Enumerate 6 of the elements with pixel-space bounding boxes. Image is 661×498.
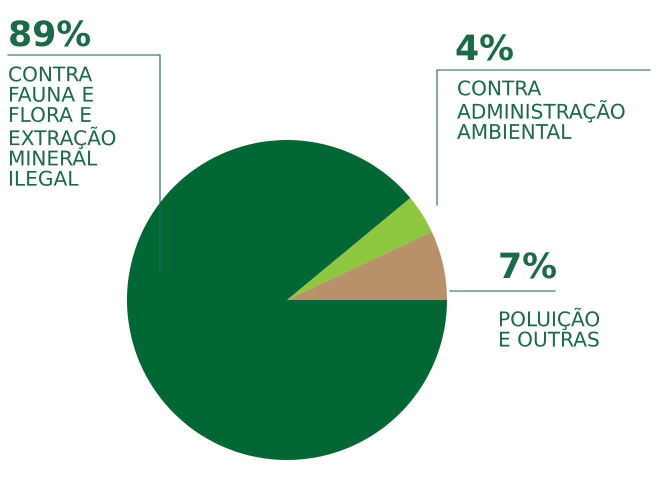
slice-label: POLUIÇÃO E OUTRAS (500, 308, 600, 347)
data-label: 4% (456, 34, 513, 60)
data-label: 89% (10, 20, 90, 46)
data-label: 7% (500, 252, 556, 278)
slice-label: CONTRA FAUNA E FLORA E EXTRAÇÃO MINERAL ILEGAL (9, 66, 116, 186)
slice-label: CONTRA ADMINISTRAÇÃO AMBIENTAL (457, 80, 625, 139)
